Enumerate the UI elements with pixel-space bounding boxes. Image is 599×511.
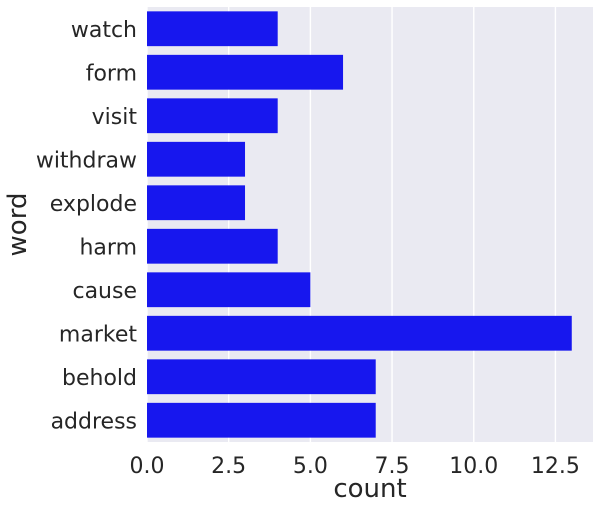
x-tick-label: 2.5: [211, 454, 246, 479]
bar-cause: [147, 272, 311, 308]
bar-address: [147, 402, 376, 438]
x-tick-label: 7.5: [375, 454, 410, 479]
bar-withdraw: [147, 141, 246, 177]
y-axis-label: word: [3, 193, 33, 257]
bar-explode: [147, 185, 246, 221]
x-tick-label: 10.0: [449, 454, 498, 479]
bar-behold: [147, 359, 376, 395]
bar-visit: [147, 98, 278, 134]
y-tick-label: watch: [71, 18, 137, 43]
x-tick-labels: 0.0 2.5 5.0 7.5 10.0 12.5: [130, 454, 580, 479]
y-tick-label: cause: [72, 279, 137, 304]
bar-harm: [147, 228, 278, 264]
bar-form: [147, 54, 344, 90]
y-tick-label: form: [86, 61, 137, 86]
x-tick-label: 12.5: [531, 454, 580, 479]
x-tick-label: 0.0: [130, 454, 165, 479]
y-tick-label: visit: [92, 105, 138, 130]
y-tick-labels: watch form visit withdraw explode harm cause ma…: [36, 18, 138, 435]
y-tick-label: explode: [50, 192, 137, 217]
bars: [147, 11, 572, 438]
y-tick-label: market: [59, 322, 137, 347]
y-tick-label: address: [51, 409, 137, 434]
y-tick-label: behold: [62, 366, 137, 391]
bar-market: [147, 315, 572, 351]
y-tick-label: harm: [79, 235, 137, 260]
y-tick-label: withdraw: [36, 148, 137, 173]
x-tick-label: 5.0: [293, 454, 328, 479]
x-axis-label: count: [333, 474, 406, 504]
bar-watch: [147, 11, 278, 47]
